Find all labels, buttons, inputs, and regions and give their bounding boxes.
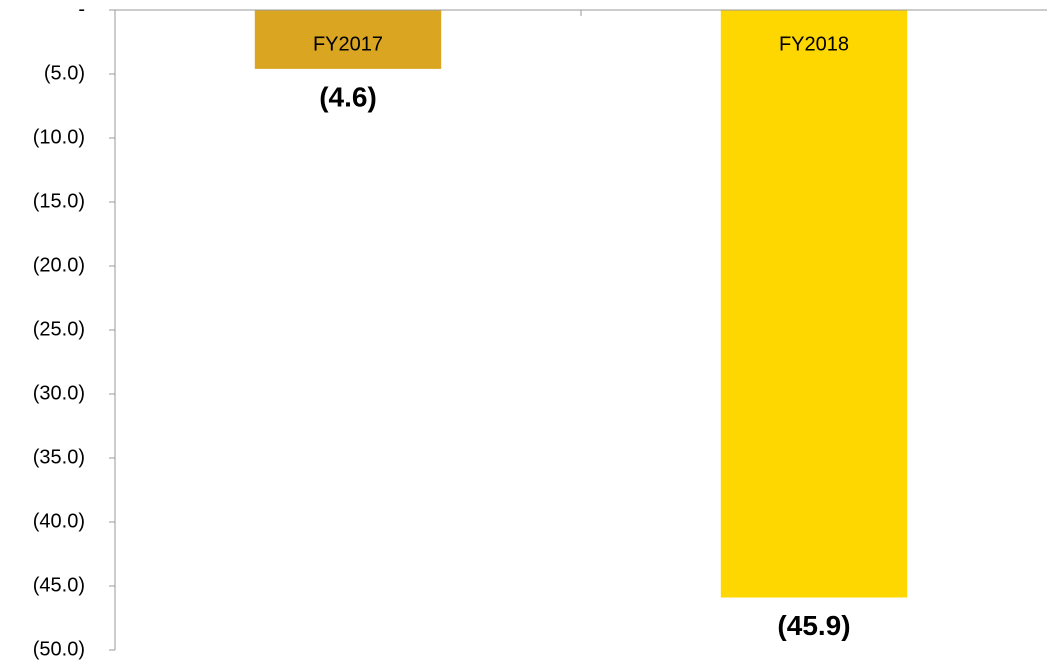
category-label: FY2018 [779, 33, 849, 55]
y-tick-label: (15.0) [33, 190, 85, 212]
y-tick-label: (25.0) [33, 318, 85, 340]
y-tick-label: (45.0) [33, 574, 85, 596]
y-tick-label: - [78, 0, 85, 20]
category-label: FY2017 [313, 33, 383, 55]
y-tick-label: (10.0) [33, 126, 85, 148]
bar [254, 10, 442, 69]
bar [720, 10, 908, 598]
y-tick-label: (20.0) [33, 254, 85, 276]
y-tick-label: (50.0) [33, 638, 85, 660]
value-label: (4.6) [319, 81, 377, 112]
y-tick-label: (35.0) [33, 446, 85, 468]
y-tick-label: (5.0) [44, 62, 85, 84]
y-tick-label: (40.0) [33, 510, 85, 532]
value-label: (45.9) [777, 610, 850, 641]
y-tick-label: (30.0) [33, 382, 85, 404]
